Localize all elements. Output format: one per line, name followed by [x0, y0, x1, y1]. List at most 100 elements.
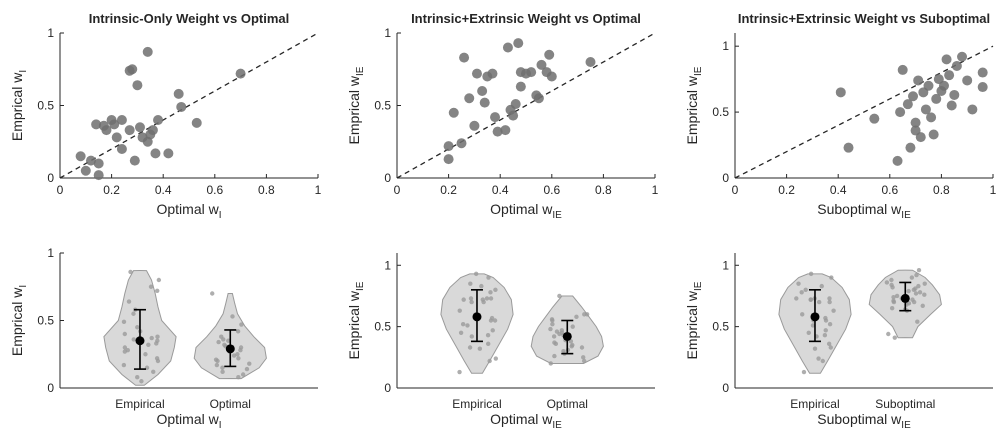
violin-point [914, 272, 919, 278]
x-tick-label: 0.4 [492, 183, 509, 197]
data-point [469, 120, 480, 131]
data-point [492, 126, 503, 137]
violin-point [799, 290, 804, 295]
data-point [951, 60, 962, 71]
violin-point [579, 345, 585, 350]
y-axis-label-subscript: IE [355, 281, 366, 291]
violin-point [469, 299, 474, 305]
data-point [902, 99, 913, 110]
data-point [129, 155, 140, 166]
y-tick-label: 1 [384, 26, 391, 40]
violin-point [812, 346, 818, 351]
category-label: Empirical [452, 397, 501, 411]
data-point [913, 75, 924, 86]
violin-point [808, 271, 814, 277]
y-axis-label: Emprical wIE [346, 281, 366, 359]
violin-point [894, 293, 900, 299]
y-axis-label-text: Emprical w [346, 75, 362, 144]
violin-point [156, 277, 162, 283]
y-axis-label: Emprical wIE [346, 66, 366, 144]
violin-point [800, 312, 805, 317]
violin-point [490, 328, 495, 333]
violin-point [155, 288, 160, 293]
data-point [459, 52, 470, 63]
x-tick-label: 0.4 [830, 183, 847, 197]
violin-point [831, 308, 836, 313]
violin-point [823, 315, 828, 321]
violin-point [125, 348, 130, 353]
violin-point [155, 338, 160, 343]
data-point [892, 155, 903, 166]
data-point [150, 148, 161, 159]
x-tick-label: 1 [990, 183, 997, 197]
violin-point [581, 355, 586, 360]
mean-marker [225, 344, 235, 354]
violin-point [913, 286, 918, 291]
violin-point [210, 291, 215, 296]
y-axis-label-subscript: I [18, 70, 29, 73]
violin-point [794, 296, 799, 301]
x-tick-label: 0 [732, 183, 739, 197]
data-point [235, 68, 246, 79]
violin-panel: 0 0.5 1 Empirical Suboptimal [712, 253, 993, 411]
data-point [895, 107, 906, 118]
y-tick-label: 0.5 [374, 320, 391, 334]
violin-point [487, 358, 492, 364]
data-point [536, 59, 547, 70]
data-point [920, 104, 931, 115]
y-axis-label-text: Emprical w [9, 72, 25, 141]
violin-point [801, 369, 807, 375]
x-axis-label-text: Optimal w [156, 201, 219, 217]
violin-point [909, 275, 915, 280]
violin-point [816, 299, 822, 305]
data-point [456, 138, 467, 149]
y-axis-label-subscript: IE [693, 66, 704, 76]
violin-point [151, 369, 156, 374]
violin-point [552, 353, 557, 359]
data-point [153, 115, 164, 125]
violin-point [819, 283, 824, 289]
violin-point [889, 277, 894, 283]
violin-point [239, 322, 244, 327]
violin-point [231, 353, 237, 358]
y-tick-label: 0 [722, 381, 729, 395]
violin-point [226, 338, 231, 343]
y-tick-label: 0 [47, 171, 54, 185]
data-point [500, 125, 511, 136]
data-point [91, 119, 102, 130]
scatter-panel: 0 0.5 1 Intrinsic+Extrinsic Weight vs Optim… [374, 11, 658, 197]
violin-point [922, 292, 927, 297]
x-axis-label: Optimal wI [156, 411, 221, 431]
data-point [897, 64, 908, 75]
data-point [510, 99, 521, 110]
mean-marker [472, 312, 482, 322]
violin-point [154, 356, 160, 361]
violin-point [488, 296, 494, 301]
y-axis-label: Emprical wI [9, 70, 29, 141]
data-point [908, 91, 919, 102]
data-point [926, 112, 937, 123]
data-point [477, 86, 488, 96]
violin-point [548, 326, 553, 332]
violin-panel: 0 0.5 1 Empirical Optimal [374, 253, 655, 411]
data-point [116, 115, 127, 125]
y-tick-label: 1 [722, 39, 729, 53]
violin-point [235, 329, 241, 334]
y-axis-label-text: Emprical w [9, 287, 25, 356]
y-axis-label-text: Emprical w [684, 290, 700, 359]
violin-point [808, 297, 813, 302]
violin-point [910, 297, 915, 302]
y-tick-label: 0 [47, 381, 54, 395]
violin-point [458, 330, 464, 335]
y-axis-label: Emprical wIE [684, 281, 704, 359]
x-tick-label: 0.2 [440, 183, 457, 197]
x-tick-label: 0.2 [103, 183, 120, 197]
x-axis-label: Optimal wI [156, 201, 221, 221]
x-axis-label-subscript: IE [901, 420, 911, 431]
y-axis-label-subscript: IE [355, 66, 366, 76]
y-tick-label: 1 [47, 246, 54, 260]
data-point [101, 125, 112, 136]
data-point [479, 97, 490, 108]
violin-point [829, 275, 834, 280]
violin-point [559, 328, 565, 333]
